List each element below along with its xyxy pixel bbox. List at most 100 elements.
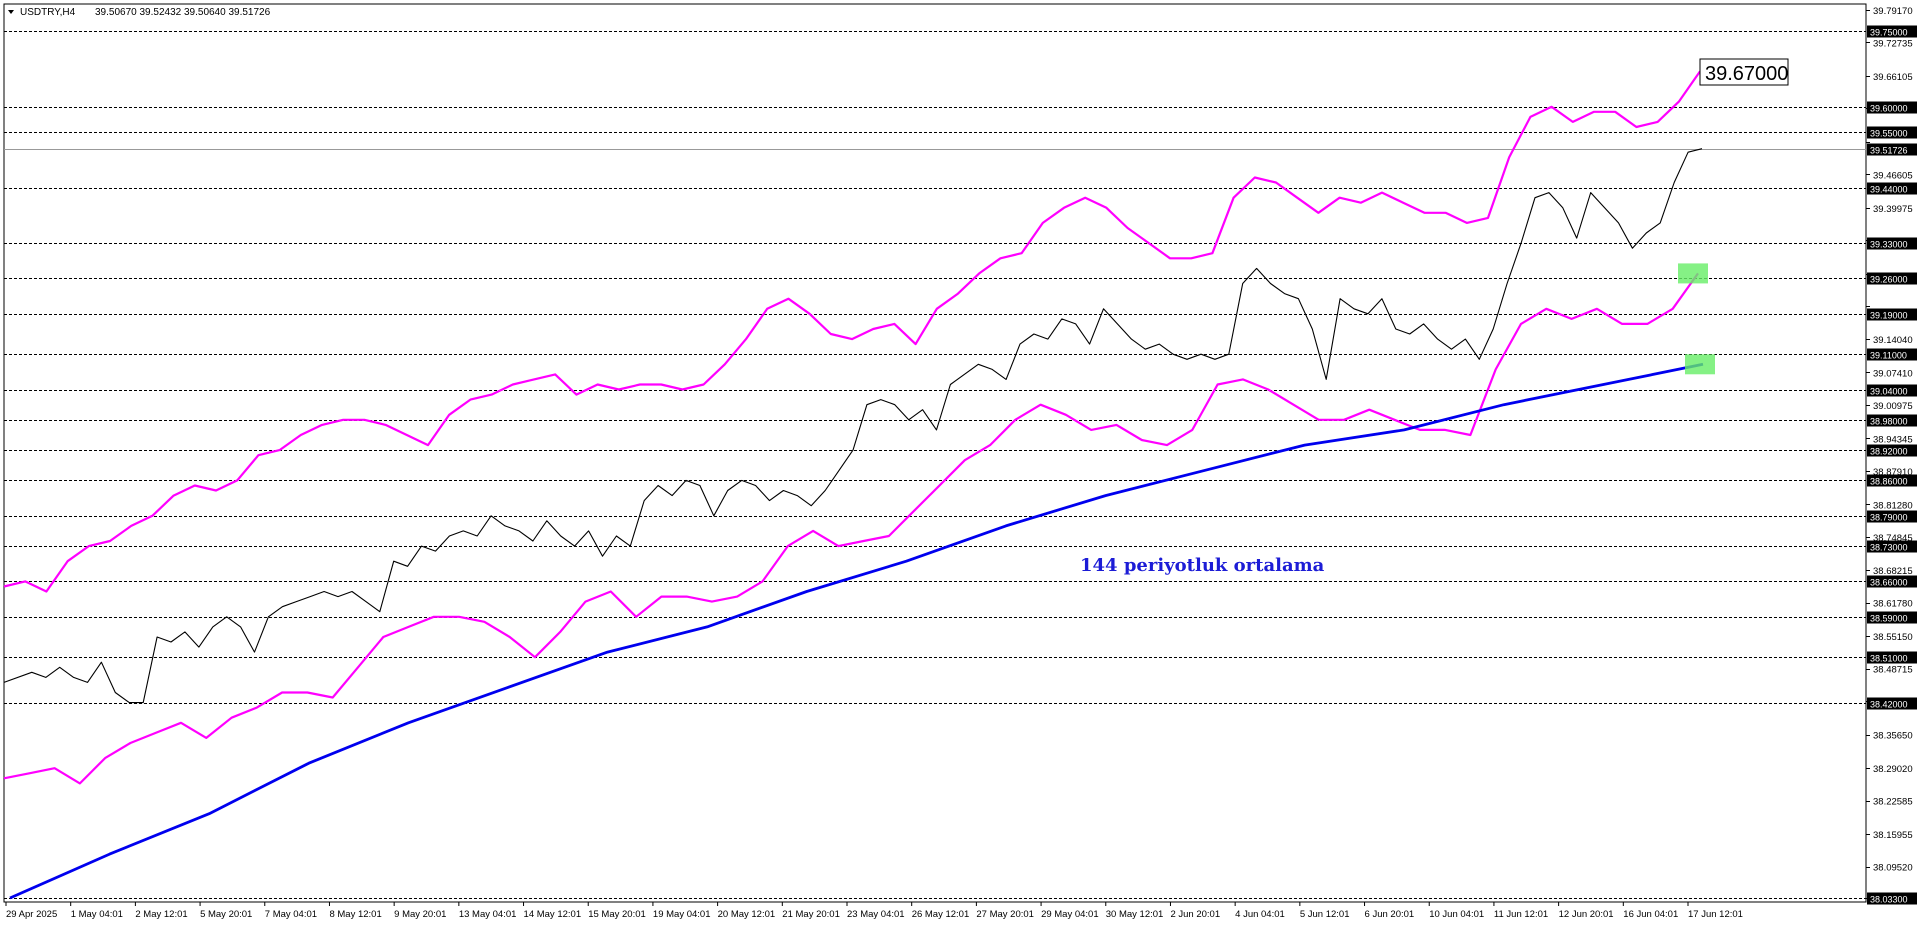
level-label-box [1867,384,1917,397]
x-tick-label: 9 May 20:01 [394,909,446,920]
axis-layer: 39.75000 39.60000 39.55000 39.44000 39.33000… [5,6,1917,920]
level-label-box [1867,414,1917,427]
y-tick-label: 38.94345 [1873,434,1913,445]
level-label-box [1867,892,1917,905]
grid-layer [3,3,1867,903]
level-label-box [1867,611,1917,624]
level-label: 39.75000 [1870,28,1908,38]
y-tick-label: 38.29020 [1873,764,1913,775]
y-tick-label: 39.46605 [1873,170,1913,181]
price-line [3,148,1703,704]
y-tick-label: 38.15955 [1873,830,1913,841]
current-price-box [1867,143,1917,156]
x-tick-label: 19 May 04:01 [653,909,711,920]
level-label: 39.33000 [1870,240,1908,250]
x-tick-label: 2 May 12:01 [135,909,187,920]
level-label-box [1867,237,1917,250]
level-label: 39.19000 [1870,311,1908,321]
level-label-box [1867,540,1917,553]
x-tick-label: 21 May 20:01 [782,909,840,920]
plot-frame [3,3,1867,903]
level-label: 38.42000 [1870,700,1908,710]
collapse-triangle-icon[interactable] [8,10,14,14]
level-label: 38.98000 [1870,417,1908,427]
x-tick-label: 14 May 12:01 [524,909,582,920]
level-label-box [1867,25,1917,38]
series-layer [3,70,1704,900]
current-price-label: 39.51726 [1870,146,1908,156]
y-tick-label: 39.07410 [1873,368,1913,379]
upper-band-line [3,70,1701,593]
lower-band-marker [1678,263,1708,284]
callout-box [1699,58,1789,86]
level-label: 39.60000 [1870,104,1908,114]
y-tick-label: 38.09520 [1873,863,1913,874]
level-label-box [1867,651,1917,664]
y-tick-label: 38.48715 [1873,665,1913,676]
y-tick-label: 38.61780 [1873,599,1913,610]
y-tick-label: 39.79170 [1873,6,1913,17]
level-label: 38.51000 [1870,654,1908,664]
y-tick-label: 38.81280 [1873,500,1913,511]
y-tick-label: 39.72735 [1873,38,1913,49]
level-label-box [1867,474,1917,487]
level-label-box [1867,444,1917,457]
level-label-box [1867,101,1917,114]
level-label: 39.55000 [1870,129,1908,139]
x-tick-label: 23 May 04:01 [847,909,905,920]
level-label: 38.86000 [1870,477,1908,487]
level-label: 38.92000 [1870,447,1908,457]
x-tick-label: 5 Jun 12:01 [1300,909,1350,920]
x-tick-label: 12 Jun 20:01 [1559,909,1614,920]
x-tick-label: 27 May 20:01 [976,909,1034,920]
header-info: USDTRY,H4 39.50670 39.52432 39.50640 39.… [8,7,271,18]
moving-average-line [9,362,1704,900]
x-tick-label: 17 Jun 12:01 [1688,909,1743,920]
level-label: 38.73000 [1870,543,1908,553]
level-label-box [1867,308,1917,321]
level-label-box [1867,697,1917,710]
ma-marker [1685,354,1715,375]
x-tick-label: 4 Jun 04:01 [1235,909,1285,920]
level-label: 38.59000 [1870,614,1908,624]
x-tick-label: 15 May 20:01 [588,909,646,920]
y-tick-label: 39.66105 [1873,72,1913,83]
header-ohlc: 39.50670 39.52432 39.50640 39.51726 [95,7,271,18]
header-symbol: USDTRY,H4 [20,7,76,18]
level-label: 39.04000 [1870,387,1908,397]
level-label: 39.26000 [1870,275,1908,285]
x-tick-label: 13 May 04:01 [459,909,517,920]
level-label-box [1867,126,1917,139]
level-label-box [1867,272,1917,285]
x-tick-label: 16 Jun 04:01 [1623,909,1678,920]
x-tick-label: 26 May 12:01 [912,909,970,920]
x-tick-label: 2 Jun 20:01 [1170,909,1220,920]
x-tick-label: 20 May 12:01 [718,909,776,920]
price-callout: 39.67000 [1699,58,1789,86]
x-tick-label: 10 Jun 04:01 [1429,909,1484,920]
y-tick-label: 38.35650 [1873,731,1913,742]
level-label: 38.66000 [1870,578,1908,588]
level-label: 39.11000 [1870,351,1907,361]
y-tick-label: 38.55150 [1873,632,1913,643]
marker-layer [1678,263,1715,375]
y-tick-label: 39.00975 [1873,401,1913,412]
x-tick-label: 29 Apr 2025 [6,909,57,920]
y-tick-label: 39.14040 [1873,335,1913,346]
level-label-box [1867,575,1917,588]
y-tick-label: 38.68215 [1873,566,1913,577]
level-label-box [1867,348,1917,361]
x-tick-label: 6 Jun 20:01 [1365,909,1415,920]
x-tick-label: 1 May 04:01 [71,909,123,920]
level-label: 38.03300 [1870,895,1908,905]
y-tick-label: 38.74845 [1873,533,1913,544]
x-tick-label: 11 Jun 12:01 [1494,909,1548,920]
x-tick-label: 29 May 04:01 [1041,909,1099,920]
level-label: 39.44000 [1870,185,1908,195]
y-tick-label: 38.22585 [1873,797,1913,808]
y-tick-label: 39.39975 [1873,204,1913,215]
callout-value: 39.67000 [1705,63,1788,85]
y-tick-label: 38.87910 [1873,467,1913,478]
